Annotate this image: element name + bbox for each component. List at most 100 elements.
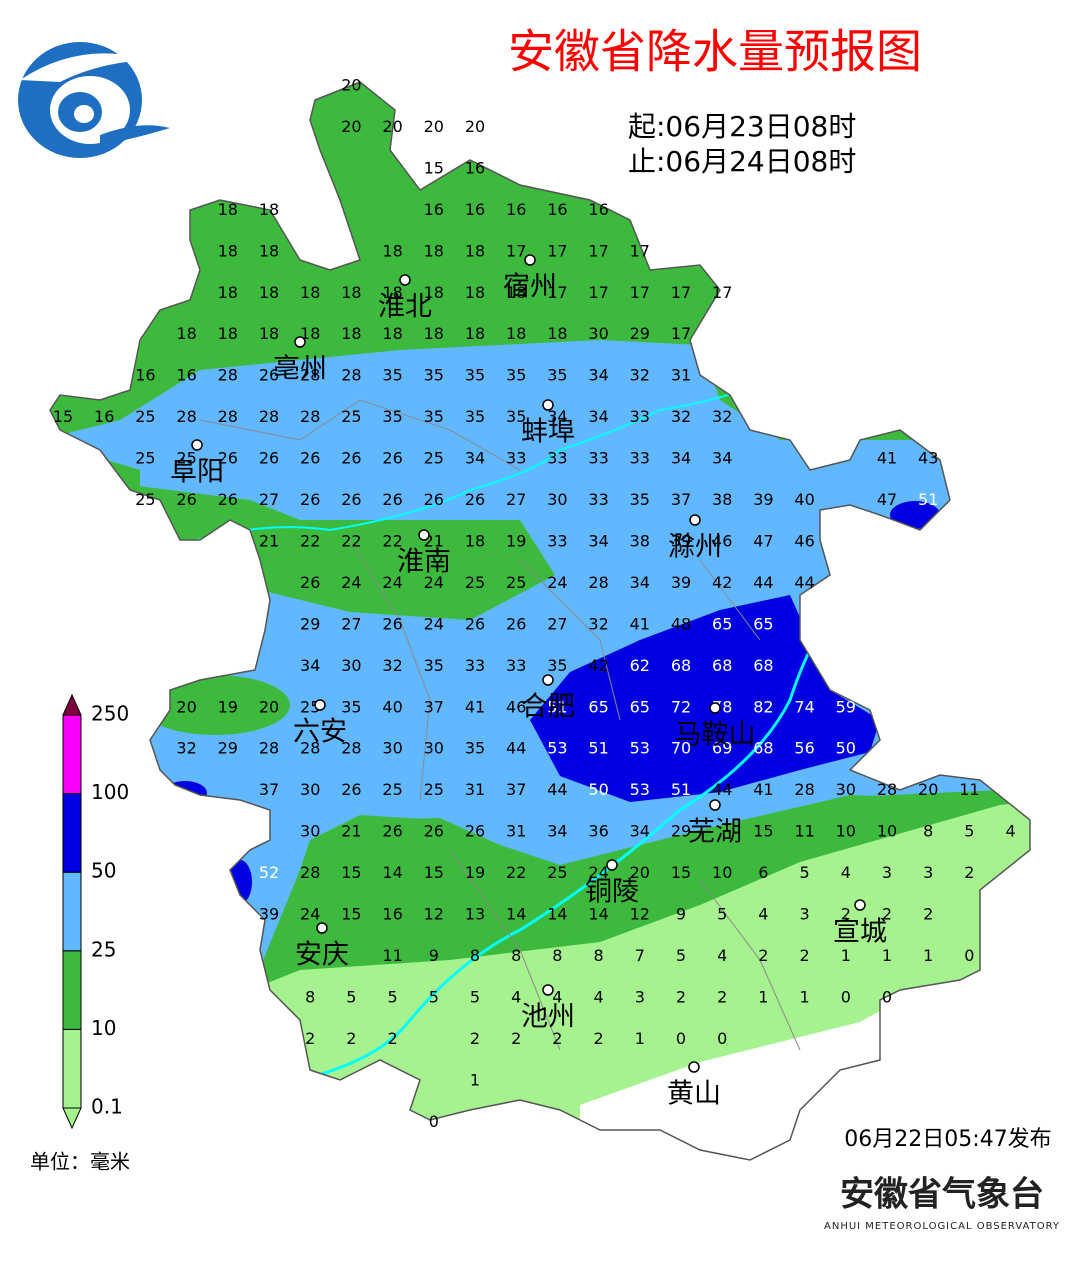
grid-value: 30 bbox=[382, 739, 402, 758]
grid-value: 59 bbox=[836, 697, 856, 716]
grid-value: 28 bbox=[300, 366, 320, 385]
river bbox=[299, 649, 812, 1082]
grid-value: 42 bbox=[712, 573, 732, 592]
grid-value: 21 bbox=[341, 822, 361, 841]
grid-value: 15 bbox=[753, 822, 773, 841]
city-dot bbox=[418, 529, 430, 541]
grid-value: 5 bbox=[717, 905, 727, 924]
grid-value: 53 bbox=[630, 739, 650, 758]
grid-value: 11 bbox=[794, 822, 814, 841]
city-dot bbox=[709, 799, 721, 811]
grid-value: 74 bbox=[794, 697, 814, 716]
grid-value: 15 bbox=[671, 863, 691, 882]
grid-value: 18 bbox=[382, 241, 402, 260]
unit-label: 单位：毫米 bbox=[30, 1150, 130, 1174]
grid-value: 18 bbox=[341, 283, 361, 302]
grid-value: 26 bbox=[341, 449, 361, 468]
grid-value: 18 bbox=[465, 241, 485, 260]
grid-value: 70 bbox=[671, 739, 691, 758]
grid-value: 26 bbox=[341, 490, 361, 509]
grid-value: 9 bbox=[429, 946, 439, 965]
grid-value: 0 bbox=[841, 987, 851, 1006]
grid-value: 41 bbox=[753, 780, 773, 799]
grid-value: 18 bbox=[300, 283, 320, 302]
grid-value: 18 bbox=[465, 283, 485, 302]
grid-value: 26 bbox=[300, 573, 320, 592]
grid-value: 38 bbox=[630, 531, 650, 550]
city-dot bbox=[294, 336, 306, 348]
grid-value: 35 bbox=[465, 366, 485, 385]
grid-value: 26 bbox=[259, 366, 279, 385]
grid-value: 20 bbox=[382, 117, 402, 136]
grid-value: 39 bbox=[671, 531, 691, 550]
grid-value: 44 bbox=[753, 573, 773, 592]
grid-value: 34 bbox=[671, 449, 691, 468]
city-label: 宿州 bbox=[503, 272, 557, 303]
grid-value: 44 bbox=[547, 780, 567, 799]
legend-label: 50 bbox=[91, 859, 116, 883]
grid-value: 31 bbox=[671, 366, 691, 385]
grid-value: 16 bbox=[135, 366, 155, 385]
grid-value: 18 bbox=[506, 283, 526, 302]
grid-value: 2 bbox=[470, 1029, 480, 1048]
grid-value: 2 bbox=[758, 946, 768, 965]
grid-value: 28 bbox=[176, 407, 196, 426]
grid-value: 5 bbox=[964, 822, 974, 841]
legend-arrow bbox=[62, 1107, 82, 1130]
grid-value: 26 bbox=[176, 490, 196, 509]
grid-value: 40 bbox=[382, 697, 402, 716]
grid-value: 46 bbox=[506, 697, 526, 716]
legend-swatch bbox=[62, 950, 82, 1030]
grid-value: 28 bbox=[341, 366, 361, 385]
grid-value: 34 bbox=[547, 407, 567, 426]
grid-value: 26 bbox=[424, 490, 444, 509]
city-label: 蚌埠 bbox=[521, 417, 575, 448]
grid-value: 5 bbox=[346, 987, 356, 1006]
city-dot bbox=[688, 1061, 700, 1073]
grid-value: 35 bbox=[424, 366, 444, 385]
grid-value: 37 bbox=[671, 490, 691, 509]
grid-value: 26 bbox=[300, 449, 320, 468]
grid-value: 18 bbox=[506, 324, 526, 343]
grid-value: 17 bbox=[588, 283, 608, 302]
city-dot bbox=[524, 254, 536, 266]
city-label: 六安 bbox=[293, 717, 347, 748]
region-fill bbox=[228, 860, 252, 904]
grid-value: 72 bbox=[671, 697, 691, 716]
grid-value: 5 bbox=[676, 946, 686, 965]
grid-value: 37 bbox=[506, 780, 526, 799]
grid-value: 8 bbox=[552, 946, 562, 965]
grid-value: 35 bbox=[630, 490, 650, 509]
grid-value: 2 bbox=[882, 905, 892, 924]
grid-value: 17 bbox=[630, 283, 650, 302]
city-dot bbox=[606, 859, 618, 871]
grid-value: 14 bbox=[382, 863, 402, 882]
grid-value: 32 bbox=[382, 656, 402, 675]
grid-value: 30 bbox=[588, 324, 608, 343]
grid-value: 17 bbox=[588, 241, 608, 260]
grid-value: 25 bbox=[135, 449, 155, 468]
grid-value: 2 bbox=[717, 987, 727, 1006]
grid-value: 18 bbox=[218, 241, 238, 260]
grid-value: 24 bbox=[382, 573, 402, 592]
grid-value: 3 bbox=[882, 863, 892, 882]
grid-value: 35 bbox=[465, 739, 485, 758]
grid-value: 38 bbox=[712, 490, 732, 509]
city-dot bbox=[689, 514, 701, 526]
grid-value: 29 bbox=[300, 614, 320, 633]
grid-value: 18 bbox=[465, 324, 485, 343]
grid-value: 28 bbox=[588, 573, 608, 592]
issue-time: 06月22日05:47发布 bbox=[844, 1127, 1051, 1152]
region-fill bbox=[163, 781, 207, 805]
grid-value: 2 bbox=[305, 1029, 315, 1048]
grid-value: 20 bbox=[176, 697, 196, 716]
grid-value: 22 bbox=[341, 531, 361, 550]
grid-value: 28 bbox=[259, 407, 279, 426]
grid-value: 26 bbox=[382, 614, 402, 633]
grid-value: 5 bbox=[800, 863, 810, 882]
city-dot bbox=[399, 274, 411, 286]
grid-value: 26 bbox=[382, 822, 402, 841]
region-fill bbox=[530, 595, 880, 802]
